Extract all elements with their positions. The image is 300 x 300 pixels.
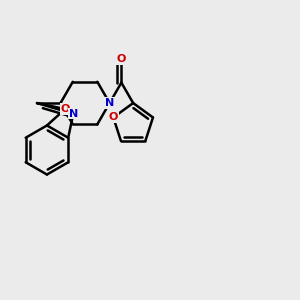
Text: O: O [109,112,118,122]
Text: O: O [117,54,126,64]
Text: N: N [69,109,78,119]
Text: N: N [105,98,114,108]
Text: O: O [61,104,70,114]
